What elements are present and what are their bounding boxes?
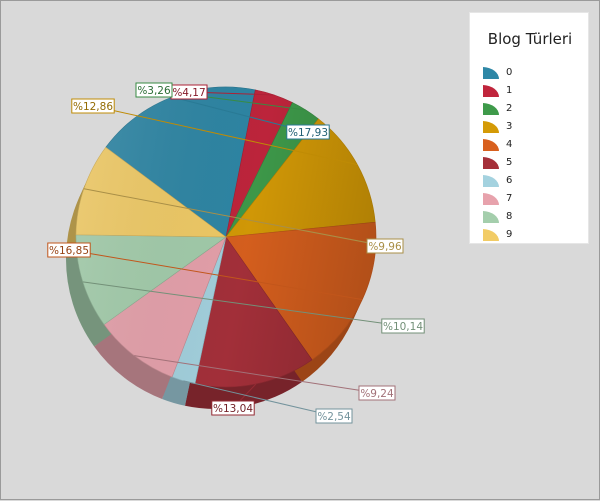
data-label-text-0: %17,93	[288, 127, 328, 139]
data-label-box-7	[358, 385, 396, 401]
legend-label: 8	[506, 211, 513, 222]
data-label-0: %17,93	[286, 124, 330, 140]
legend-item-2[interactable]: 2	[482, 102, 582, 118]
data-label-box-6	[315, 408, 353, 424]
data-label-6: %2,54	[315, 408, 353, 424]
legend-label: 4	[506, 139, 513, 150]
legend-swatch-wedge	[483, 193, 500, 205]
legend-item-3[interactable]: 3	[482, 120, 582, 136]
pie-top-layer	[75, 86, 377, 388]
data-label-box-9	[366, 238, 404, 254]
legend-item-1[interactable]: 1	[482, 84, 582, 100]
legend-swatch-icon	[483, 175, 500, 187]
data-label-box-2	[135, 82, 173, 98]
legend-swatch-icon	[483, 85, 500, 97]
legend-swatch-icon	[483, 211, 500, 223]
data-label-text-3: %12,86	[73, 101, 113, 113]
legend-item-6[interactable]: 6	[482, 174, 582, 190]
pie-data-labels: %17,93 %4,17%3,26 %12,86 %16,85 %13,04 %2,54%…	[47, 82, 425, 424]
legend-title: Blog Türleri	[487, 30, 573, 48]
legend-swatch-icon	[483, 157, 500, 169]
leader-line-6	[183, 380, 335, 417]
legend-swatch-icon	[483, 103, 500, 115]
legend-label: 9	[506, 229, 513, 240]
legend-label: 7	[506, 193, 513, 204]
data-label-box-0	[286, 124, 330, 140]
data-label-text-5: %13,04	[213, 403, 253, 415]
legend-item-8[interactable]: 8	[482, 210, 582, 226]
data-label-box-8	[381, 318, 425, 334]
leader-line-8	[82, 281, 404, 327]
data-label-text-8: %10,14	[383, 321, 423, 333]
leader-line-9	[83, 188, 386, 247]
data-label-box-5	[211, 400, 255, 416]
legend-item-7[interactable]: 7	[482, 192, 582, 208]
data-label-3: %12,86	[71, 98, 115, 114]
data-label-7: %9,24	[358, 385, 396, 401]
legend-swatch-wedge	[483, 175, 500, 187]
legend-label: 2	[506, 103, 513, 114]
legend-label: 1	[506, 85, 513, 96]
legend-swatch-wedge	[483, 85, 500, 97]
data-label-2: %3,26	[135, 82, 173, 98]
legend-label: 6	[506, 175, 513, 186]
legend-swatch-wedge	[483, 139, 500, 151]
legend-swatch-wedge	[483, 211, 500, 223]
legend-swatch-wedge	[483, 103, 500, 115]
legend-swatch-wedge	[483, 67, 500, 79]
leader-line-7	[134, 355, 378, 394]
data-label-text-7: %9,24	[360, 388, 394, 400]
data-label-1: %4,17	[170, 84, 208, 100]
legend-item-4[interactable]: 4	[482, 138, 582, 154]
leader-line-4	[68, 249, 363, 301]
data-label-box-3	[71, 98, 115, 114]
data-label-text-2: %3,26	[137, 85, 171, 97]
legend-item-0[interactable]: 0	[482, 66, 582, 82]
leader-line-0	[172, 96, 309, 133]
legend-item-9[interactable]: 9	[482, 228, 582, 244]
legend-swatch-wedge	[483, 229, 500, 241]
legend-swatch-wedge	[483, 157, 500, 169]
legend-swatch-icon	[483, 139, 500, 151]
data-label-text-6: %2,54	[317, 411, 351, 423]
data-label-9: %9,96	[366, 238, 404, 254]
legend-swatch-icon	[483, 67, 500, 79]
leader-line-3	[92, 105, 358, 166]
legend-swatch-wedge	[483, 121, 500, 133]
data-label-text-9: %9,96	[368, 241, 402, 253]
legend-label: 0	[506, 67, 513, 78]
legend-swatch-icon	[483, 121, 500, 133]
legend-label: 3	[506, 121, 513, 132]
legend: Blog Türleri 0 1 2 3 4 5 6 7 8 9	[469, 12, 589, 244]
legend-label: 5	[506, 157, 513, 168]
data-label-5: %13,04	[211, 400, 255, 416]
legend-item-5[interactable]: 5	[482, 156, 582, 172]
data-label-box-4	[47, 242, 91, 258]
data-label-text-1: %4,17	[172, 87, 205, 99]
legend-swatch-icon	[483, 193, 500, 205]
data-label-8: %10,14	[381, 318, 425, 334]
data-label-text-4: %16,85	[49, 245, 89, 257]
legend-swatch-icon	[483, 229, 500, 241]
data-label-4: %16,85	[47, 242, 91, 258]
